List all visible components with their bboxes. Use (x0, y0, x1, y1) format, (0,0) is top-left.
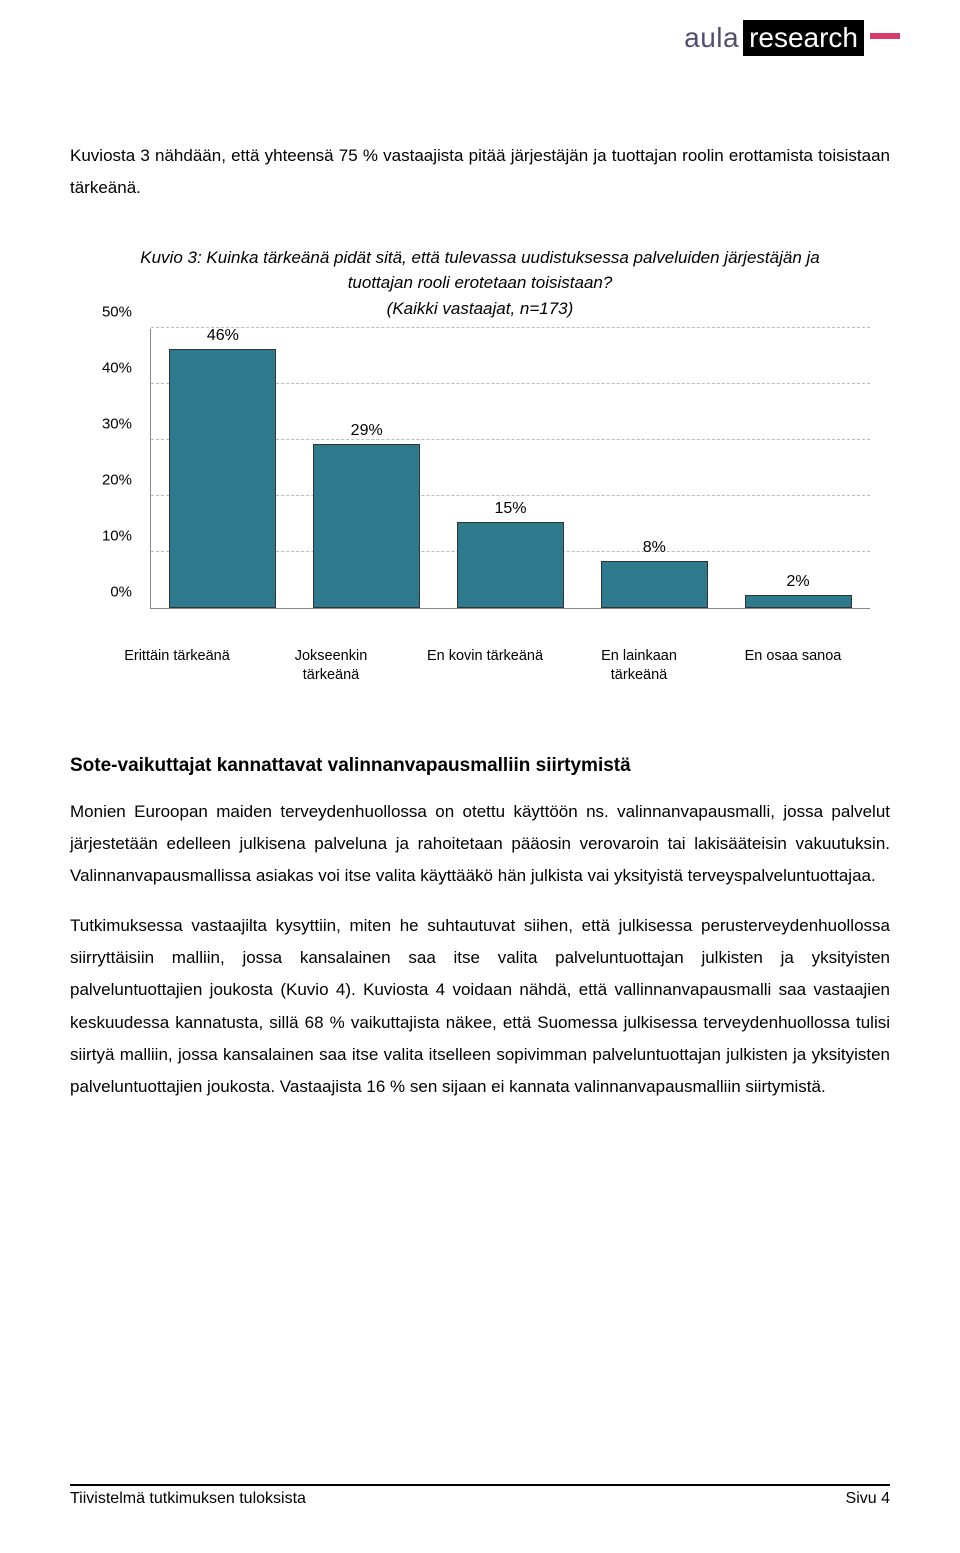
bar-column: 2% (733, 573, 863, 608)
bar-column: 29% (302, 422, 432, 608)
bar-rect (169, 349, 276, 609)
bar-column: 8% (589, 539, 719, 608)
bar-value-label: 2% (787, 573, 810, 591)
y-tick-label: 10% (90, 528, 132, 545)
x-tick-label: Erittäin tärkeänä (112, 647, 242, 685)
footer-right: Sivu 4 (846, 1490, 890, 1508)
chart-title: Kuvio 3: Kuinka tärkeänä pidät sitä, ett… (90, 245, 870, 322)
y-tick-label: 20% (90, 472, 132, 489)
bar-value-label: 8% (643, 539, 666, 557)
logo-accent-bar (870, 33, 900, 39)
intro-paragraph: Kuviosta 3 nähdään, että yhteensä 75 % v… (70, 140, 890, 205)
bar-value-label: 15% (494, 500, 526, 518)
bar-chart: 46%29%15%8%2% 0%10%20%30%40%50% (140, 329, 870, 639)
bar-column: 15% (445, 500, 575, 608)
bar-value-label: 29% (351, 422, 383, 440)
y-tick-label: 50% (90, 304, 132, 321)
bar-column: 46% (158, 327, 288, 609)
page-footer: Tiivistelmä tutkimuksen tuloksista Sivu … (70, 1484, 890, 1508)
x-tick-label: En osaa sanoa (728, 647, 858, 685)
paragraph-1: Monien Euroopan maiden terveydenhuolloss… (70, 796, 890, 893)
plot-area: 46% 29% 15% 8% 2% (150, 329, 870, 609)
y-tick-label: 40% (90, 360, 132, 377)
bar-rect (457, 522, 564, 608)
x-tick-label: En lainkaan tärkeänä (574, 647, 704, 685)
logo: aula research (684, 20, 900, 56)
logo-text-research: research (743, 20, 864, 56)
x-tick-label: Jokseenkin tärkeänä (266, 647, 396, 685)
paragraph-2: Tutkimuksessa vastaajilta kysyttiin, mit… (70, 910, 890, 1104)
chart-title-line2: (Kaikki vastaajat, n=173) (387, 299, 574, 318)
logo-text-aula: aula (684, 22, 739, 54)
footer-left: Tiivistelmä tutkimuksen tuloksista (70, 1490, 306, 1508)
bar-rect (745, 595, 852, 608)
x-axis-labels: Erittäin tärkeänä Jokseenkin tärkeänä En k… (100, 647, 870, 685)
bars: 46% 29% 15% 8% 2% (151, 329, 870, 608)
bar-value-label: 46% (207, 327, 239, 345)
bar-rect (601, 561, 708, 608)
document-page: aula research Kuviosta 3 nähdään, että y… (0, 0, 960, 1553)
chart-container: Kuvio 3: Kuinka tärkeänä pidät sitä, ett… (90, 245, 870, 685)
section-heading: Sote-vaikuttajat kannattavat valinnanvap… (70, 755, 890, 777)
x-tick-label: En kovin tärkeänä (420, 647, 550, 685)
bar-rect (313, 444, 420, 608)
y-tick-label: 0% (90, 584, 132, 601)
chart-title-line1: Kuvio 3: Kuinka tärkeänä pidät sitä, ett… (140, 248, 819, 293)
y-tick-label: 30% (90, 416, 132, 433)
